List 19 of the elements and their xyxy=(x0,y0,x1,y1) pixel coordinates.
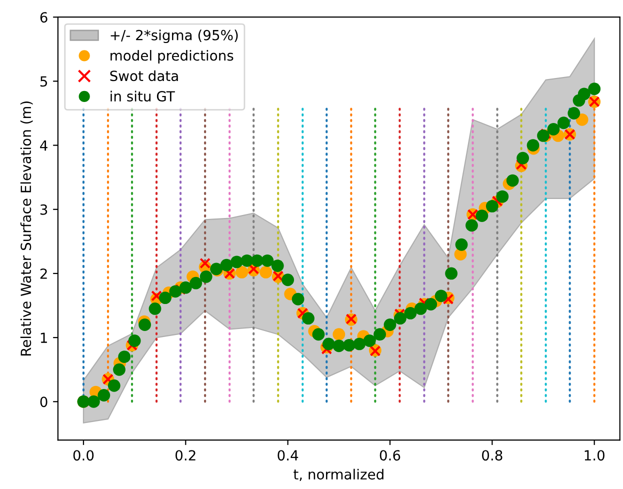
legend-label: model predictions xyxy=(110,50,234,64)
y-tick-label: 3 xyxy=(40,204,48,215)
legend-label: +/- 2*sigma (95%) xyxy=(110,30,238,44)
y-tick-label: 4 xyxy=(40,140,48,151)
x-tick-label: 0.0 xyxy=(73,450,94,461)
legend-label: Swot data xyxy=(110,70,178,82)
y-tick-label: 6 xyxy=(40,12,48,23)
x-axis-title: t, normalized xyxy=(294,468,384,481)
y-tick-label: 1 xyxy=(40,332,47,343)
x-tick-label: 0.4 xyxy=(278,450,298,461)
x-tick-label: 1.0 xyxy=(584,450,604,461)
x-tick-label: 0.8 xyxy=(482,450,502,461)
y-tick-label: 5 xyxy=(40,76,48,87)
y-tick-label: 2 xyxy=(40,268,47,279)
x-tick-label: 0.2 xyxy=(176,450,196,461)
y-tick-label: 0 xyxy=(40,396,48,408)
x-tick-label: 0.6 xyxy=(380,450,400,461)
y-axis-title: Relative Water Surface Elevation (m) xyxy=(20,102,33,356)
legend-label: in situ GT xyxy=(110,90,175,102)
